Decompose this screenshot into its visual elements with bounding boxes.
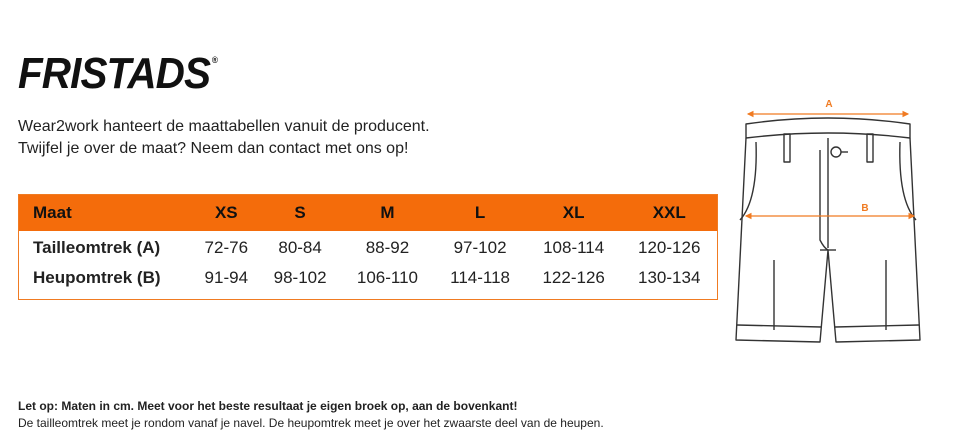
- table-cell: 108-114: [543, 238, 605, 257]
- table-cell: 97-102: [453, 238, 507, 257]
- logo-text: FRISTADS: [18, 49, 211, 98]
- table-cell: 91-94: [204, 268, 249, 287]
- header-maat: Maat: [19, 195, 193, 231]
- header-l: L: [434, 195, 526, 231]
- intro-line-2: Twijfel je over de maat? Neem dan contac…: [18, 140, 409, 157]
- table-cell: 120-126: [638, 238, 701, 257]
- table-cell: 122-126: [542, 268, 605, 287]
- header-s: S: [259, 195, 341, 231]
- intro-text: Wear2work hanteert de maattabellen vanui…: [18, 116, 430, 160]
- note-warning: Let op: Maten in cm. Meet voor het beste…: [18, 399, 518, 413]
- measurement-note: Let op: Maten in cm. Meet voor het beste…: [18, 398, 604, 432]
- row-label: Tailleomtrek (A): [33, 238, 161, 257]
- registered-mark: ®: [211, 55, 218, 65]
- label-a: A: [825, 99, 832, 110]
- measurement-a-arrow: [746, 110, 910, 118]
- note-instructions: De tailleomtrek meet je rondom vanaf je …: [18, 416, 604, 430]
- table-header-row: Maat XS S M L XL XXL: [19, 195, 717, 231]
- header-xl: XL: [525, 195, 622, 231]
- label-b: B: [861, 203, 868, 214]
- table-cell: 72-76: [204, 238, 249, 257]
- brand-logo: FRISTADS ®: [18, 49, 218, 98]
- measurement-b-arrow: [744, 212, 916, 220]
- table-cell: 106-110: [356, 268, 418, 287]
- table-cell: 130-134: [638, 268, 701, 287]
- table-cell: 98-102: [273, 268, 327, 287]
- table-cell: 80-84: [278, 238, 322, 257]
- table-row-waist: Tailleomtrek (A) 72-76 80-84 88-92 97-10…: [19, 231, 717, 263]
- table-cell: 88-92: [365, 238, 410, 257]
- shorts-measurement-diagram: A B: [735, 99, 921, 343]
- header-m: M: [340, 195, 435, 231]
- table-row-hip: Heupomtrek (B) 91-94 98-102 106-110 114-…: [19, 263, 717, 293]
- intro-line-1: Wear2work hanteert de maattabellen vanui…: [18, 118, 430, 135]
- shorts-icon: [735, 117, 921, 343]
- table-cell: 114-118: [450, 268, 510, 287]
- size-chart-table: Maat XS S M L XL XXL Tailleomtrek (A) 72…: [18, 194, 718, 300]
- row-label: Heupomtrek (B): [33, 268, 161, 287]
- header-xxl: XXL: [621, 195, 717, 231]
- header-xs: XS: [193, 195, 260, 231]
